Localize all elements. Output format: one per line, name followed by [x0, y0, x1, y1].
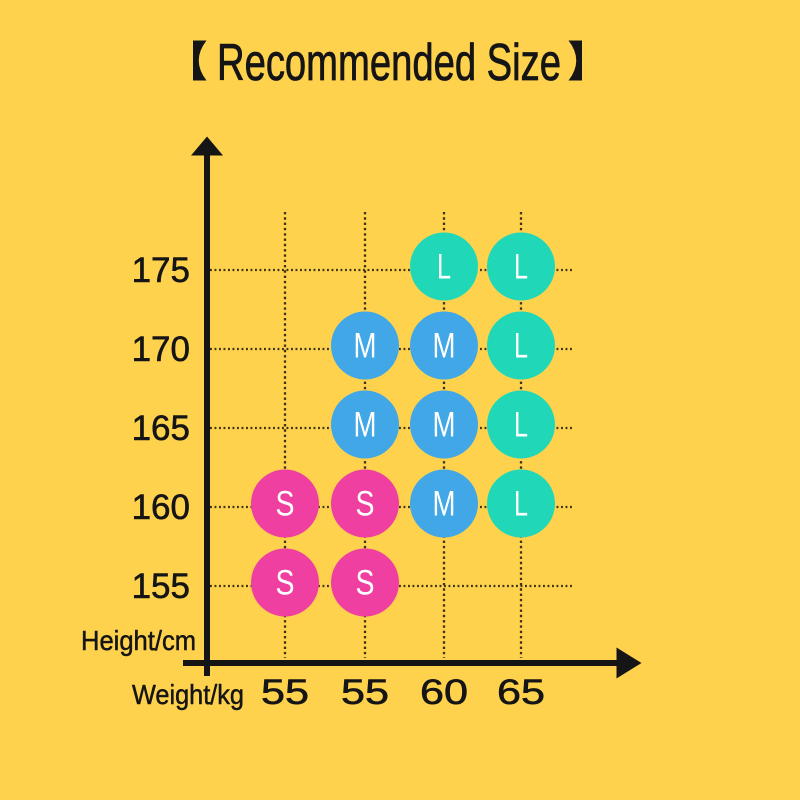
svg-text:Recommended Size: Recommended Size	[217, 34, 561, 92]
svg-text:M: M	[354, 327, 377, 366]
svg-text:S: S	[276, 485, 295, 524]
svg-text:175: 175	[132, 251, 190, 290]
svg-text:155: 155	[132, 567, 190, 606]
svg-text:S: S	[356, 564, 375, 603]
svg-text:M: M	[433, 327, 456, 366]
svg-text:L: L	[514, 327, 528, 366]
svg-text:170: 170	[132, 330, 190, 369]
svg-text:M: M	[433, 485, 456, 524]
svg-text:L: L	[514, 406, 528, 445]
svg-text:60: 60	[420, 673, 468, 712]
svg-text:Height/cm: Height/cm	[81, 625, 196, 656]
svg-text:55: 55	[261, 673, 309, 712]
svg-text:L: L	[514, 485, 528, 524]
svg-text:160: 160	[132, 488, 190, 527]
svg-text:S: S	[276, 564, 295, 603]
svg-text:165: 165	[132, 409, 190, 448]
svg-text:Weight/kg: Weight/kg	[132, 679, 244, 710]
svg-text:L: L	[514, 248, 528, 287]
svg-text:S: S	[356, 485, 375, 524]
svg-text:L: L	[437, 248, 451, 287]
svg-text:M: M	[433, 406, 456, 445]
svg-text:55: 55	[341, 673, 389, 712]
svg-text:65: 65	[497, 673, 545, 712]
svg-text:M: M	[354, 406, 377, 445]
